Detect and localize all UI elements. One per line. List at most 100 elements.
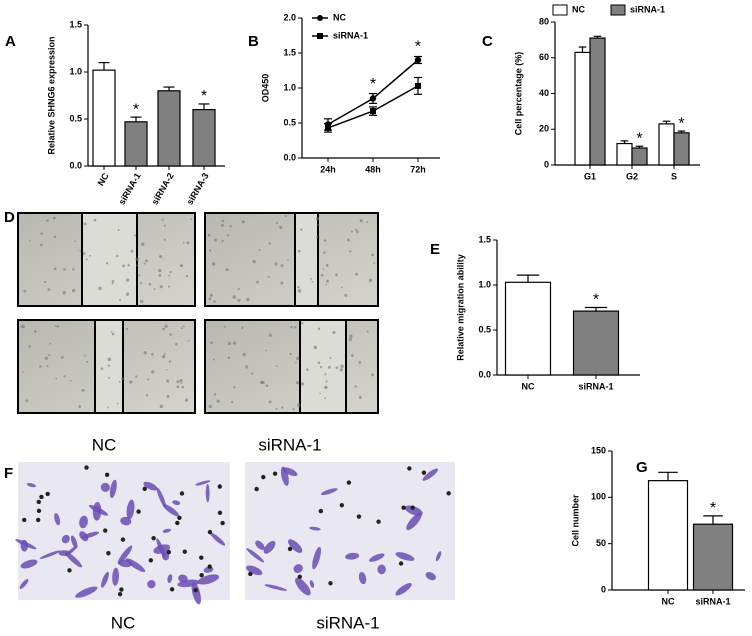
texture: [79, 249, 82, 252]
bar: [92, 69, 116, 167]
pore-cell: [199, 572, 204, 578]
cell: [112, 567, 119, 586]
bar: [673, 132, 690, 166]
texture: [256, 280, 259, 284]
texture: [175, 342, 178, 346]
bar: [658, 123, 675, 166]
texture: [140, 282, 143, 285]
pore-cell: [22, 517, 27, 523]
texture: [138, 274, 141, 277]
cell: [245, 565, 263, 576]
texture: [245, 365, 249, 369]
pore-cell: [421, 470, 427, 475]
texture: [344, 293, 348, 297]
texture: [169, 333, 172, 336]
pore-cell: [254, 486, 259, 492]
cell: [293, 564, 303, 574]
texture: [163, 224, 166, 227]
pore-cell: [151, 535, 156, 541]
texture: [23, 289, 27, 293]
texture: [129, 380, 133, 384]
texture: [21, 325, 25, 329]
texture: [275, 221, 278, 225]
texture: [82, 252, 86, 256]
texture: [53, 267, 57, 271]
texture: [107, 406, 110, 409]
texture: [133, 234, 137, 237]
x-tick-label: siRNA-2: [150, 171, 176, 206]
texture: [141, 242, 145, 246]
texture: [317, 327, 321, 331]
cell: [264, 584, 288, 591]
texture: [186, 241, 190, 245]
point: [415, 82, 421, 89]
pore-cell: [67, 568, 72, 573]
texture: [153, 288, 156, 290]
texture: [313, 345, 318, 350]
texture: [280, 281, 284, 285]
texture: [371, 253, 374, 257]
pore-cell: [217, 510, 223, 515]
panel-letter: G: [636, 459, 648, 476]
pore-cell: [39, 494, 44, 500]
pore-cell: [103, 528, 108, 533]
texture: [211, 262, 216, 266]
cell: [395, 582, 412, 596]
x-tick-label: siRNA-1: [117, 171, 143, 206]
texture: [265, 349, 268, 352]
bar: [157, 90, 181, 167]
texture: [274, 262, 278, 266]
significance: *: [636, 130, 642, 147]
texture: [213, 300, 216, 303]
texture: [295, 356, 300, 361]
cell: [70, 535, 78, 549]
y-tick-label: 40: [539, 88, 549, 98]
texture: [182, 241, 185, 244]
pore-cell: [36, 499, 41, 505]
texture: [187, 339, 190, 342]
texture: [163, 238, 166, 241]
texture: [297, 249, 301, 253]
cell: [143, 481, 158, 491]
x-tick-label: 24h: [320, 164, 336, 174]
bar: [192, 108, 216, 167]
y-tick-label: 1.0: [283, 82, 296, 92]
x-tick-label: NC: [662, 596, 675, 606]
cell: [39, 550, 61, 559]
texture: [111, 332, 115, 336]
pore-cell: [119, 587, 124, 592]
texture: [289, 352, 292, 356]
legend-label: NC: [333, 12, 346, 22]
cell: [309, 526, 321, 531]
texture: [145, 259, 149, 263]
cell: [109, 479, 117, 499]
texture: [287, 259, 289, 261]
y-tick-label: 0: [601, 584, 606, 594]
texture: [60, 355, 64, 359]
texture: [71, 288, 76, 293]
cell: [120, 516, 132, 526]
cell: [210, 532, 226, 546]
pore-cell: [407, 466, 412, 471]
texture: [366, 221, 369, 224]
cell: [156, 487, 167, 509]
texture: [319, 392, 321, 395]
texture: [246, 297, 250, 302]
pore-cell: [148, 558, 154, 563]
texture: [292, 408, 295, 411]
texture: [340, 364, 344, 369]
legend-marker: [317, 33, 323, 39]
image-caption: siRNA-1: [316, 613, 379, 632]
legend-swatch: [552, 4, 568, 16]
cell: [20, 559, 38, 569]
x-tick-label: siRNA-1: [578, 381, 613, 391]
y-tick-label: 0.0: [478, 369, 491, 379]
texture: [214, 238, 217, 242]
texture: [241, 326, 244, 330]
y-tick-label: 100: [591, 492, 606, 502]
texture: [148, 282, 152, 286]
x-tick-label: siRNA-1: [695, 596, 730, 606]
texture: [213, 393, 217, 396]
texture: [210, 341, 213, 344]
